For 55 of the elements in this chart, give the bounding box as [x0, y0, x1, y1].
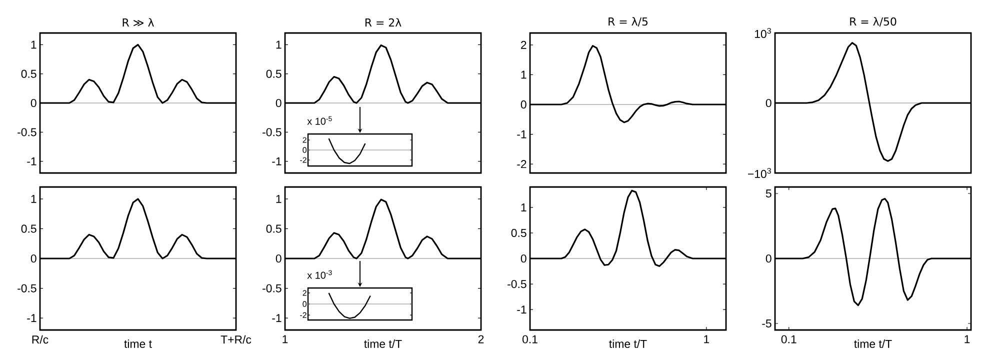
- y-tick-label: -5: [762, 320, 772, 328]
- y-tick-label: 1: [276, 194, 282, 203]
- y-tick-label: 0: [520, 254, 526, 263]
- chart-title: R = λ/5: [608, 17, 648, 26]
- y-tick-label: -0.5: [262, 284, 282, 292]
- y-tick-label: −10$^{3}$: [748, 168, 771, 178]
- y-tick-label: -1: [27, 314, 36, 322]
- y-tick-label: -0.5: [18, 128, 36, 136]
- y-tick-label: 0.5: [511, 228, 526, 238]
- y-tick-label: 1: [521, 203, 526, 212]
- x-tick-label: 2: [478, 335, 484, 344]
- y-tick-label: 0: [766, 98, 772, 108]
- y-tick-label: 0.5: [21, 224, 36, 233]
- chart-title: R = 2λ: [365, 18, 402, 26]
- annotation: x 10$^{-5}$: [307, 116, 332, 125]
- x-tick-label: 1: [964, 335, 970, 344]
- y-tick-label: -0.5: [508, 280, 526, 288]
- x-tick-label: R/c: [32, 335, 48, 344]
- y-tick-label: -1: [27, 157, 36, 166]
- x-tick-label: 1: [704, 335, 710, 344]
- line-series: [328, 138, 366, 164]
- y-tick-label: -1: [517, 130, 526, 138]
- y-tick-label: -0.5: [262, 128, 282, 136]
- x-tick-label: 1: [282, 335, 288, 344]
- y-tick-label: 0: [276, 254, 282, 263]
- y-tick-label: 0.5: [266, 70, 282, 78]
- y-tick-label: 1: [31, 194, 36, 203]
- y-tick-label: 0: [276, 98, 282, 108]
- y-tick-label: -1: [272, 314, 282, 322]
- y-tick-label: 0.5: [266, 224, 282, 233]
- annotation: x 10$^{-3}$: [307, 270, 332, 279]
- y-tick-label: 5: [766, 190, 772, 198]
- y-tick-label: 0: [766, 254, 772, 263]
- y-tick-label: 1: [276, 40, 282, 49]
- y-tick-label: 10$^{3}$: [754, 28, 771, 38]
- y-tick-label: 2: [521, 40, 526, 49]
- y-tick-label: 0: [30, 254, 36, 263]
- y-tick-label: -1: [272, 157, 282, 166]
- y-tick-label: -0.5: [18, 284, 36, 292]
- y-tick-label: 1: [31, 40, 36, 49]
- x-tick-label: T+R/c: [220, 335, 252, 344]
- y-tick-label: 1: [521, 70, 526, 79]
- x-axis-title: time t: [124, 340, 152, 348]
- y-tick-label: -2: [517, 160, 526, 168]
- x-axis-title: time t/T: [854, 340, 892, 348]
- x-axis-title: time t/T: [609, 340, 647, 348]
- chart-title: R ≫ λ: [122, 18, 154, 26]
- y-tick-label: -1: [517, 306, 526, 314]
- x-tick-label: 0.1: [522, 335, 538, 344]
- y-tick-label: 0.5: [21, 70, 36, 78]
- chart-title: R = λ/50: [850, 17, 896, 26]
- y-tick-label: 0: [520, 100, 526, 109]
- y-tick-label: 0: [30, 98, 36, 108]
- x-tick-label: 0.1: [781, 335, 796, 344]
- x-axis-title: time t/T: [364, 340, 402, 348]
